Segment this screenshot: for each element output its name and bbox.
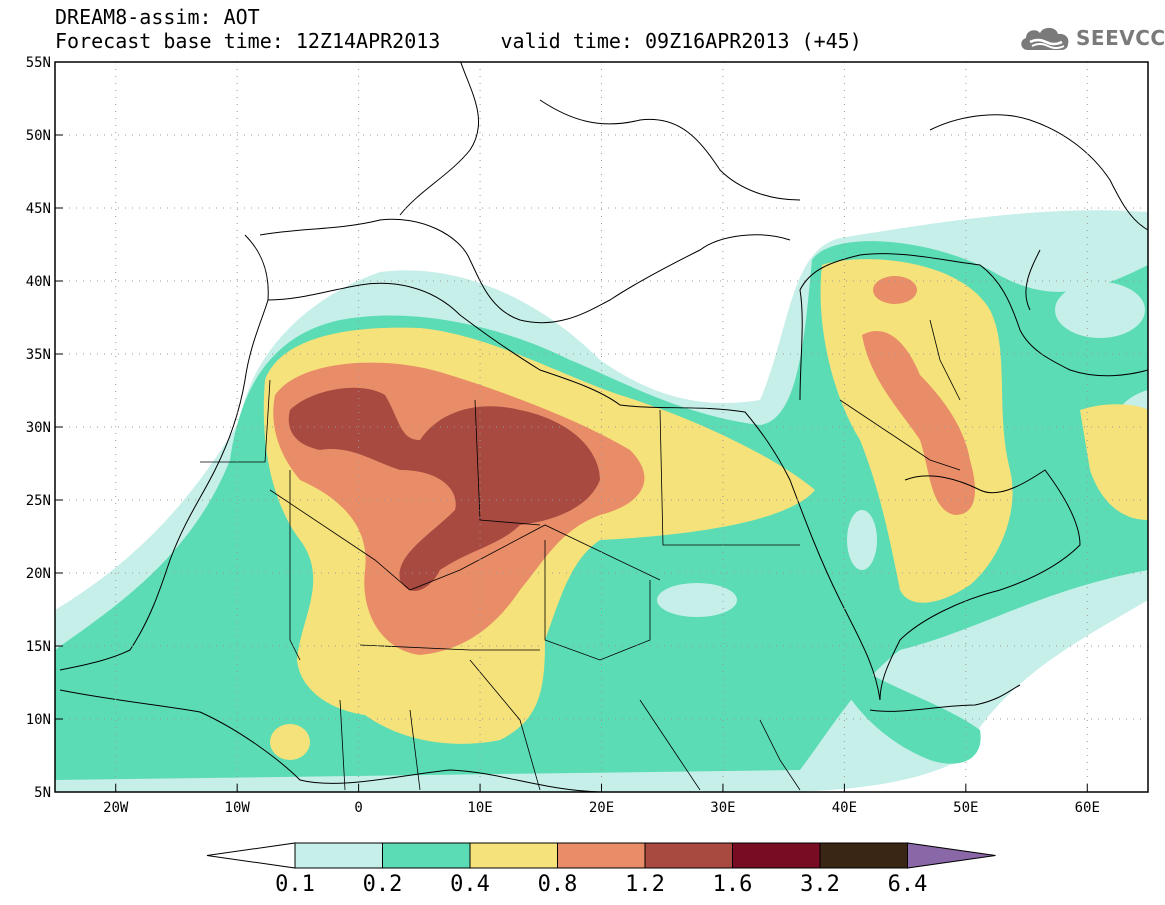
colorbar-level-label: 0.8 [538,872,578,897]
colorbar-overflow-triangle [907,842,996,869]
colorbar-level-label: 6.4 [888,872,928,897]
lon-label: 30E [710,800,735,816]
latitude-labels: 55N 50N 45N 40N 35N 30N 25N 20N 15N 10N 5N [26,55,51,801]
lat-label: 35N [26,347,51,363]
lon-label: 40E [832,800,857,816]
colorbar-level-label: 1.2 [625,872,665,897]
lat-label: 15N [26,639,51,655]
lat-label: 50N [26,128,51,144]
graticule [55,62,1148,792]
lon-label: 20E [589,800,614,816]
lat-label: 55N [26,55,51,71]
lat-label: 40N [26,274,51,290]
lon-label: 10W [225,800,251,816]
colorbar-box [644,842,733,869]
logo-text: SEEVCCC [1076,26,1165,50]
seevccc-logo: SEEVCCC [1018,24,1165,52]
lon-label: 50E [953,800,978,816]
colorbar-box [732,842,821,869]
aot-field [55,210,1148,792]
colorbar-level-label: 0.4 [450,872,490,897]
aot-low-patches [657,282,1145,617]
lat-label: 5N [34,785,51,801]
colorbar-level-label: 1.6 [713,872,753,897]
lat-label: 10N [26,712,51,728]
lat-label: 45N [26,201,51,217]
cloud-icon [1021,27,1069,50]
lon-label: 10E [467,800,492,816]
colorbar-level-label: 3.2 [800,872,840,897]
forecast-times: Forecast base time: 12Z14APR2013 valid t… [55,29,862,53]
colorbar-underflow-triangle [206,842,296,869]
colorbar: 0.1 0.2 0.4 0.8 1.2 1.6 3.2 6.4 [206,842,996,897]
lat-label: 25N [26,493,51,509]
lon-label: 20W [103,800,129,816]
map-title: DREAM8-assim: AOT [55,5,260,29]
colorbar-box [294,842,383,869]
lon-label: 0 [354,800,362,816]
colorbar-box [469,842,558,869]
colorbar-box [557,842,646,869]
aot-level-1.2 [288,387,600,591]
lat-label: 30N [26,420,51,436]
longitude-labels: 20W 10W 0 10E 20E 30E 40E 50E 60E [103,800,1100,816]
axis-ticks [55,61,1088,793]
coastlines [59,62,1148,792]
lon-label: 60E [1075,800,1100,816]
colorbar-box [382,842,471,869]
lat-label: 20N [26,566,51,582]
colorbar-box [819,842,908,869]
colorbar-level-label: 0.2 [363,872,403,897]
colorbar-level-label: 0.1 [275,872,315,897]
country-borders [200,319,961,791]
